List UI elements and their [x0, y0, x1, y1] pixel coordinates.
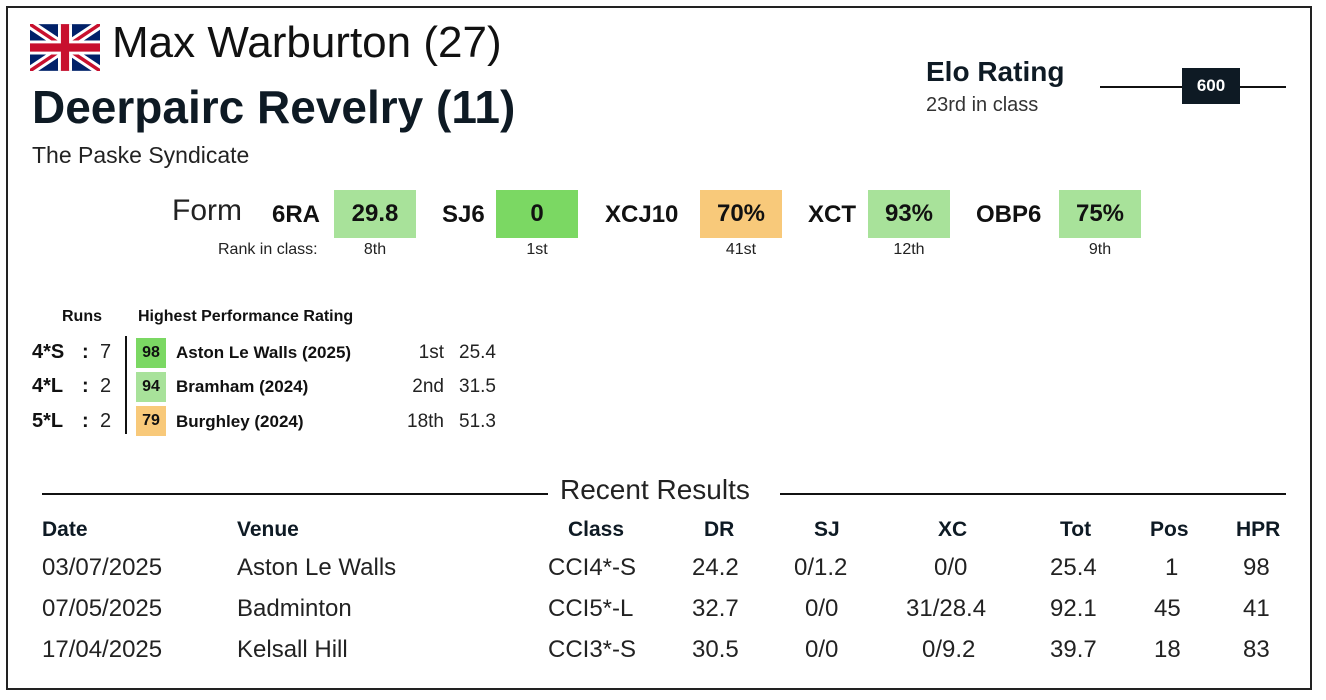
- run-separator: :: [82, 375, 89, 397]
- table-cell-venue: Aston Le Walls: [237, 554, 397, 581]
- form-code-6ra: 6RA: [272, 201, 321, 228]
- col-header-xc: XC: [938, 518, 968, 541]
- table-cell-class: CCI3*-S: [548, 636, 637, 663]
- form-label: Form: [172, 194, 242, 227]
- form-rank-xct: 12th: [893, 241, 925, 258]
- hpr-score: 31.5: [459, 376, 496, 397]
- table-cell-pos: 18: [1154, 636, 1181, 663]
- run-class: 4*L: [32, 375, 64, 397]
- table-cell-dr: 30.5: [692, 636, 739, 663]
- table-cell-pos: 45: [1154, 595, 1181, 622]
- table-cell-date: 03/07/2025: [42, 554, 163, 581]
- hpr-event: Aston Le Walls (2025): [176, 343, 352, 362]
- form-rank-6ra: 8th: [363, 241, 387, 258]
- run-class: 5*L: [32, 410, 64, 432]
- hpr-position: 18th: [407, 411, 444, 432]
- form-code-sj6: SJ6: [442, 201, 485, 228]
- table-cell-xc: 0/0: [934, 554, 968, 581]
- elo-title: Elo Rating: [926, 56, 1065, 87]
- form-value-sj6: 0: [496, 190, 578, 238]
- table-cell-date: 07/05/2025: [42, 595, 163, 622]
- col-header-pos: Pos: [1150, 518, 1189, 541]
- hpr-badge: 79: [136, 406, 166, 436]
- form-value-obp6: 75%: [1059, 190, 1141, 238]
- form-code-xct: XCT: [808, 201, 856, 228]
- form-rank-sj6: 1st: [526, 241, 548, 258]
- table-cell-xc: 31/28.4: [906, 595, 987, 622]
- table-cell-class: CCI4*-S: [548, 554, 637, 581]
- table-cell-hpr: 83: [1243, 636, 1270, 663]
- hpr-position: 2nd: [412, 376, 444, 397]
- run-count: 2: [100, 375, 112, 397]
- uk-flag-icon: [30, 24, 100, 71]
- table-cell-venue: Kelsall Hill: [237, 636, 348, 663]
- table-cell-dr: 32.7: [692, 595, 739, 622]
- hpr-badge: 98: [136, 338, 166, 368]
- rank-in-class-label: Rank in class:: [218, 241, 318, 258]
- recent-results-rule-right: [780, 493, 1286, 495]
- table-cell-hpr: 98: [1243, 554, 1270, 581]
- run-separator: :: [82, 410, 89, 432]
- form-rank-xcj10: 41st: [725, 241, 757, 258]
- hpr-score: 51.3: [459, 411, 496, 432]
- table-cell-class: CCI5*-L: [548, 595, 634, 622]
- recent-results-title: Recent Results: [560, 474, 750, 505]
- table-cell-sj: 0/0: [805, 636, 839, 663]
- hpr-position: 1st: [418, 342, 444, 363]
- run-count: 2: [100, 410, 112, 432]
- col-header-hpr: HPR: [1236, 518, 1281, 541]
- form-value-xct: 93%: [868, 190, 950, 238]
- col-header-tot: Tot: [1060, 518, 1092, 541]
- hpr-header: Highest Performance Rating: [138, 308, 354, 325]
- horse-name: Deerpairc Revelry (11): [32, 81, 516, 133]
- col-header-class: Class: [568, 518, 625, 541]
- recent-results-rule-left: [42, 493, 548, 495]
- table-cell-xc: 0/9.2: [922, 636, 976, 663]
- hpr-event: Burghley (2024): [176, 412, 304, 431]
- form-value-xcj10: 70%: [700, 190, 782, 238]
- hpr-event: Bramham (2024): [176, 377, 309, 396]
- run-class: 4*S: [32, 341, 65, 363]
- table-cell-dr: 24.2: [692, 554, 739, 581]
- col-header-date: Date: [42, 518, 88, 541]
- form-code-obp6: OBP6: [976, 201, 1042, 228]
- hpr-score: 25.4: [459, 342, 496, 363]
- table-cell-tot: 92.1: [1050, 595, 1097, 622]
- rider-card: Max Warburton (27) Deerpairc Revelry (11…: [6, 6, 1312, 690]
- col-header-venue: Venue: [237, 518, 299, 541]
- elo-subtitle: 23rd in class: [926, 94, 1039, 116]
- form-value-6ra: 29.8: [334, 190, 416, 238]
- form-rank-obp6: 9th: [1088, 241, 1112, 258]
- hpr-badge: 94: [136, 372, 166, 402]
- table-cell-date: 17/04/2025: [42, 636, 163, 663]
- table-cell-tot: 25.4: [1050, 554, 1097, 581]
- table-cell-venue: Badminton: [237, 595, 352, 622]
- owner-name: The Paske Syndicate: [32, 142, 250, 168]
- run-count: 7: [100, 341, 112, 363]
- form-code-xcj10: XCJ10: [605, 201, 679, 228]
- table-cell-hpr: 41: [1243, 595, 1270, 622]
- elo-value-badge: 600: [1182, 68, 1240, 104]
- runs-header: Runs: [62, 308, 102, 325]
- run-separator: :: [82, 341, 89, 363]
- col-header-dr: DR: [704, 518, 735, 541]
- table-cell-tot: 39.7: [1050, 636, 1097, 663]
- runs-divider: [125, 336, 127, 434]
- table-cell-sj: 0/0: [805, 595, 839, 622]
- rider-name: Max Warburton (27): [112, 18, 502, 67]
- table-cell-pos: 1: [1165, 554, 1179, 581]
- table-cell-sj: 0/1.2: [794, 554, 848, 581]
- col-header-sj: SJ: [814, 518, 840, 541]
